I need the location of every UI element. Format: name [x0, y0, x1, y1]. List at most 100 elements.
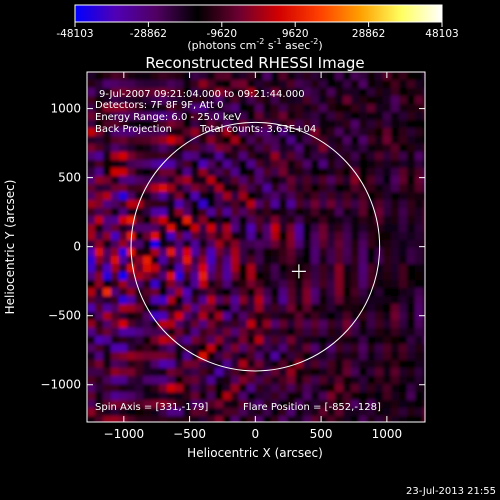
image-pixel: [239, 376, 248, 385]
image-pixel: [311, 320, 320, 329]
image-pixel: [343, 208, 352, 217]
image-pixel: [343, 184, 352, 193]
image-pixel: [343, 376, 352, 385]
image-pixel: [215, 304, 224, 313]
image-pixel: [87, 360, 96, 369]
image-pixel: [327, 232, 336, 241]
image-pixel: [343, 352, 352, 361]
image-pixel: [343, 240, 352, 249]
image-pixel: [383, 168, 392, 177]
image-pixel: [287, 136, 296, 145]
image-pixel: [343, 280, 352, 289]
image-pixel: [367, 312, 376, 321]
image-pixel: [327, 128, 336, 137]
image-pixel: [167, 272, 176, 281]
image-pixel: [175, 232, 184, 241]
image-pixel: [223, 328, 232, 337]
annotation-spin-axis: Spin Axis = [331,-179]: [95, 402, 208, 413]
image-pixel: [367, 408, 376, 417]
image-pixel: [375, 376, 384, 385]
image-pixel: [231, 384, 240, 393]
image-pixel: [207, 376, 216, 385]
image-pixel: [87, 328, 96, 337]
image-pixel: [263, 104, 272, 113]
image-pixel: [175, 312, 184, 321]
annotation-counts: Total counts: 3.63E+04: [199, 124, 316, 135]
image-pixel: [215, 280, 224, 289]
image-pixel: [103, 408, 112, 417]
image-pixel: [95, 112, 104, 121]
image-pixel: [167, 160, 176, 169]
image-pixel: [103, 344, 112, 353]
image-pixel: [375, 168, 384, 177]
image-pixel: [159, 152, 168, 161]
image-pixel: [151, 112, 160, 121]
image-pixel: [135, 256, 144, 265]
image-pixel: [95, 344, 104, 353]
image-pixel: [383, 136, 392, 145]
image-pixel: [407, 240, 416, 249]
image-pixel: [135, 88, 144, 97]
image-pixel: [399, 352, 408, 361]
image-pixel: [383, 344, 392, 353]
image-pixel: [103, 304, 112, 313]
image-pixel: [415, 376, 424, 385]
image-pixel: [383, 104, 392, 113]
image-pixel: [95, 224, 104, 233]
image-pixel: [223, 296, 232, 305]
image-pixel: [167, 168, 176, 177]
image-pixel: [167, 296, 176, 305]
image-pixel: [191, 352, 200, 361]
image-pixel: [287, 104, 296, 113]
image-pixel: [127, 152, 136, 161]
image-pixel: [207, 304, 216, 313]
image-pixel: [343, 256, 352, 265]
image-pixel: [407, 184, 416, 193]
image-pixel: [423, 384, 425, 393]
image-pixel: [159, 160, 168, 169]
image-pixel: [327, 416, 336, 422]
image-pixel: [223, 160, 232, 169]
image-pixel: [303, 128, 312, 137]
image-pixel: [191, 216, 200, 225]
image-pixel: [391, 216, 400, 225]
image-pixel: [271, 176, 280, 185]
image-pixel: [135, 136, 144, 145]
image-pixel: [351, 320, 360, 329]
image-pixel: [351, 384, 360, 393]
image-pixel: [279, 296, 288, 305]
image-pixel: [383, 256, 392, 265]
image-pixel: [183, 80, 192, 89]
image-pixel: [175, 72, 184, 81]
image-pixel: [423, 264, 425, 273]
image-pixel: [383, 368, 392, 377]
image-pixel: [103, 288, 112, 297]
image-pixel: [391, 256, 400, 265]
image-pixel: [359, 400, 368, 409]
image-pixel: [311, 200, 320, 209]
image-pixel: [167, 80, 176, 89]
image-pixel: [175, 352, 184, 361]
image-pixel: [295, 136, 304, 145]
image-pixel: [327, 384, 336, 393]
image-pixel: [415, 216, 424, 225]
image-pixel: [183, 352, 192, 361]
image-pixel: [175, 328, 184, 337]
image-pixel: [191, 256, 200, 265]
image-pixel: [351, 272, 360, 281]
image-pixel: [295, 184, 304, 193]
image-pixel: [215, 224, 224, 233]
image-pixel: [359, 264, 368, 273]
image-pixel: [111, 240, 120, 249]
image-pixel: [151, 208, 160, 217]
image-pixel: [399, 152, 408, 161]
image-pixel: [135, 392, 144, 401]
image-pixel: [255, 336, 264, 345]
image-pixel: [311, 184, 320, 193]
image-pixel: [239, 152, 248, 161]
image-pixel: [239, 216, 248, 225]
image-pixel: [407, 208, 416, 217]
image-pixel: [391, 96, 400, 105]
image-pixel: [319, 320, 328, 329]
image-pixel: [143, 232, 152, 241]
